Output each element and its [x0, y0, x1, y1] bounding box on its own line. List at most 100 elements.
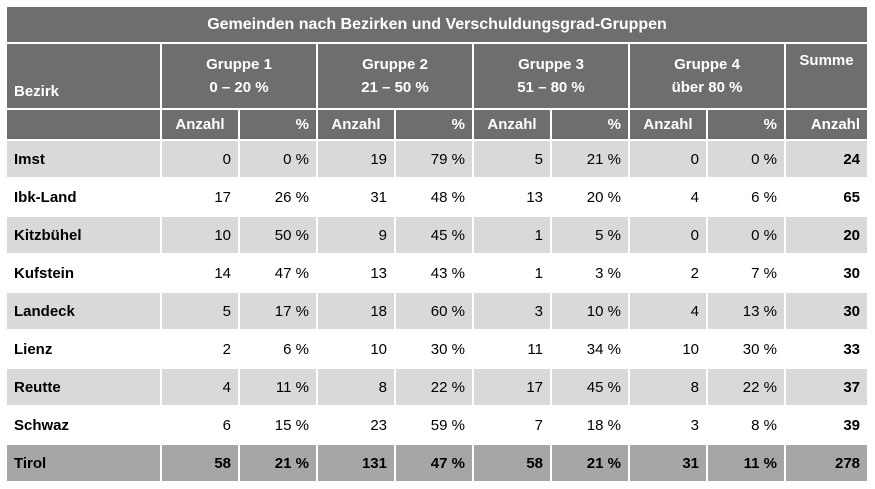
cell-anzahl: 9: [316, 215, 396, 255]
cell-anzahl: 0: [628, 215, 708, 255]
cell-pct: 45 %: [550, 367, 630, 407]
cell-pct: 21 %: [550, 139, 630, 179]
bezirk-name: Lienz: [5, 329, 162, 369]
cell-pct: 15 %: [238, 405, 318, 445]
cell-anzahl: 31: [316, 177, 396, 217]
group-name: Gruppe 3: [518, 56, 584, 73]
cell-pct: 6 %: [238, 329, 318, 369]
cell-pct: 45 %: [394, 215, 474, 255]
table-row: Schwaz 6 15 % 23 59 % 7 18 % 3 8 % 39: [5, 405, 870, 445]
cell-anzahl: 10: [160, 215, 240, 255]
subheader-pct: %: [238, 108, 318, 141]
cell-anzahl: 14: [160, 253, 240, 293]
table-row: Kufstein 14 47 % 13 43 % 1 3 % 2 7 % 30: [5, 253, 870, 293]
total-summe: 278: [783, 443, 870, 483]
cell-pct: 6 %: [706, 177, 786, 217]
cell-anzahl: 4: [628, 177, 708, 217]
group-name: Gruppe 1: [206, 56, 272, 73]
cell-anzahl: 7: [472, 405, 552, 445]
cell-anzahl: 2: [628, 253, 708, 293]
cell-pct: 0 %: [238, 139, 318, 179]
bezirk-name: Ibk-Land: [5, 177, 162, 217]
subheader-anzahl: Anzahl: [472, 108, 552, 141]
subheader-anzahl: Anzahl: [160, 108, 240, 141]
cell-anzahl: 2: [160, 329, 240, 369]
cell-anzahl: 3: [628, 405, 708, 445]
table-row: Lienz 2 6 % 10 30 % 11 34 % 10 30 % 33: [5, 329, 870, 369]
cell-anzahl: 4: [628, 291, 708, 331]
cell-pct: 7 %: [706, 253, 786, 293]
cell-pct: 5 %: [550, 215, 630, 255]
total-anzahl: 58: [160, 443, 240, 483]
cell-pct: 59 %: [394, 405, 474, 445]
cell-anzahl: 23: [316, 405, 396, 445]
total-name: Tirol: [5, 443, 162, 483]
cell-anzahl: 13: [316, 253, 396, 293]
total-row: Tirol 58 21 % 131 47 % 58 21 % 31 11 % 2…: [5, 443, 870, 483]
group-header-1: Gruppe 1 0 – 20 %: [160, 42, 318, 110]
total-anzahl: 31: [628, 443, 708, 483]
cell-pct: 8 %: [706, 405, 786, 445]
cell-anzahl: 8: [316, 367, 396, 407]
cell-pct: 20 %: [550, 177, 630, 217]
total-pct: 11 %: [706, 443, 786, 483]
cell-anzahl: 17: [472, 367, 552, 407]
cell-pct: 34 %: [550, 329, 630, 369]
group-name: Gruppe 4: [674, 56, 740, 73]
cell-pct: 43 %: [394, 253, 474, 293]
bezirk-name: Kufstein: [5, 253, 162, 293]
table-container: Gemeinden nach Bezirken und Verschuldung…: [4, 5, 870, 483]
cell-summe: 20: [783, 215, 870, 255]
group-header-2: Gruppe 2 21 – 50 %: [316, 42, 474, 110]
subheader-pct: %: [550, 108, 630, 141]
cell-pct: 22 %: [394, 367, 474, 407]
table-row: Reutte 4 11 % 8 22 % 17 45 % 8 22 % 37: [5, 367, 870, 407]
cell-anzahl: 0: [628, 139, 708, 179]
cell-pct: 3 %: [550, 253, 630, 293]
cell-anzahl: 5: [472, 139, 552, 179]
cell-pct: 18 %: [550, 405, 630, 445]
data-table: Gemeinden nach Bezirken und Verschuldung…: [4, 5, 870, 483]
bezirk-name: Reutte: [5, 367, 162, 407]
cell-summe: 37: [783, 367, 870, 407]
subheader-anzahl: Anzahl: [316, 108, 396, 141]
cell-pct: 50 %: [238, 215, 318, 255]
cell-pct: 0 %: [706, 215, 786, 255]
cell-anzahl: 5: [160, 291, 240, 331]
group-name: Gruppe 2: [362, 56, 428, 73]
total-pct: 21 %: [238, 443, 318, 483]
total-anzahl: 131: [316, 443, 396, 483]
group-header-4: Gruppe 4 über 80 %: [628, 42, 786, 110]
table-row: Imst 0 0 % 19 79 % 5 21 % 0 0 % 24: [5, 139, 870, 179]
table-title: Gemeinden nach Bezirken und Verschuldung…: [4, 5, 870, 44]
cell-pct: 30 %: [706, 329, 786, 369]
bezirk-name: Imst: [5, 139, 162, 179]
cell-summe: 33: [783, 329, 870, 369]
group-range: über 80 %: [671, 79, 743, 96]
cell-anzahl: 17: [160, 177, 240, 217]
cell-pct: 22 %: [706, 367, 786, 407]
group-range: 0 – 20 %: [209, 79, 269, 96]
cell-anzahl: 10: [316, 329, 396, 369]
table-row: Landeck 5 17 % 18 60 % 3 10 % 4 13 % 30: [5, 291, 870, 331]
subheader-anzahl-summe: Anzahl: [783, 108, 870, 141]
cell-summe: 30: [783, 291, 870, 331]
total-anzahl: 58: [472, 443, 552, 483]
cell-anzahl: 19: [316, 139, 396, 179]
cell-anzahl: 4: [160, 367, 240, 407]
cell-anzahl: 0: [160, 139, 240, 179]
total-pct: 47 %: [394, 443, 474, 483]
total-pct: 21 %: [550, 443, 630, 483]
group-header-3: Gruppe 3 51 – 80 %: [472, 42, 630, 110]
cell-pct: 26 %: [238, 177, 318, 217]
cell-anzahl: 8: [628, 367, 708, 407]
cell-pct: 0 %: [706, 139, 786, 179]
group-range: 51 – 80 %: [517, 79, 585, 96]
cell-pct: 11 %: [238, 367, 318, 407]
cell-summe: 24: [783, 139, 870, 179]
cell-anzahl: 3: [472, 291, 552, 331]
cell-pct: 60 %: [394, 291, 474, 331]
cell-pct: 79 %: [394, 139, 474, 179]
cell-summe: 30: [783, 253, 870, 293]
cell-pct: 13 %: [706, 291, 786, 331]
